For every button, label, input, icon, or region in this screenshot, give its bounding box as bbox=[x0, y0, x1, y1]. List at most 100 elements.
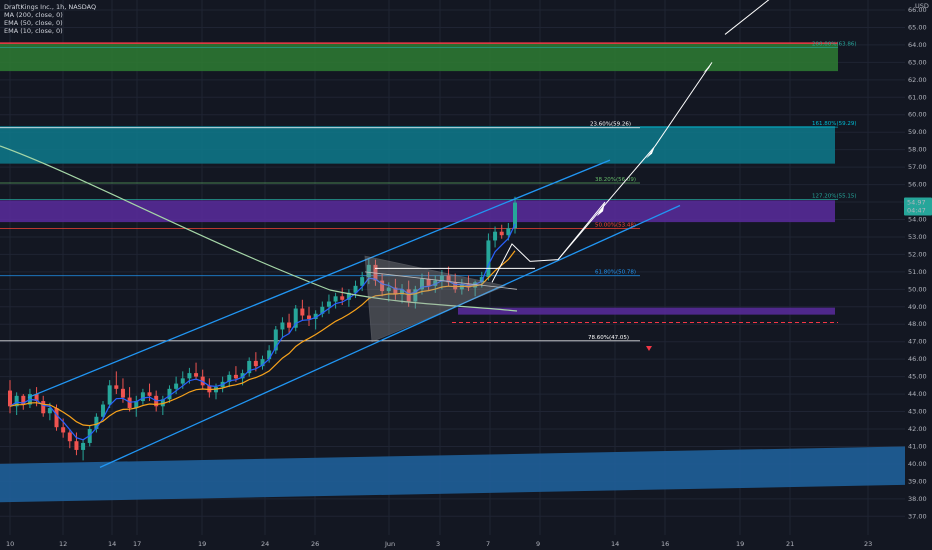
candle bbox=[134, 401, 139, 409]
candle bbox=[47, 408, 52, 414]
candle bbox=[326, 301, 331, 307]
time-tick: 19 bbox=[736, 540, 744, 548]
candle bbox=[380, 280, 385, 292]
arrow-head bbox=[597, 202, 605, 217]
price-tick: 45.00 bbox=[908, 373, 927, 381]
price-tick: 52.00 bbox=[908, 250, 927, 258]
projection-path-2 bbox=[557, 145, 656, 260]
candle bbox=[41, 401, 46, 414]
ema50-line bbox=[9, 250, 516, 427]
candle bbox=[280, 322, 285, 330]
green-zone bbox=[0, 43, 838, 72]
candle bbox=[21, 395, 26, 405]
candle bbox=[386, 287, 391, 292]
candle bbox=[307, 315, 312, 319]
candle bbox=[74, 441, 79, 450]
fib-label: 161.80%(59.29) bbox=[812, 121, 857, 127]
time-tick: 19 bbox=[198, 540, 206, 548]
candle bbox=[513, 202, 517, 229]
candle bbox=[293, 308, 298, 328]
price-tick: 43.00 bbox=[908, 408, 927, 416]
candle bbox=[473, 282, 478, 288]
fib-label: 200.00%(63.86) bbox=[812, 41, 857, 47]
candle bbox=[506, 228, 511, 236]
time-tick: 12 bbox=[59, 540, 67, 548]
price-tick: 38.00 bbox=[908, 495, 927, 503]
candle bbox=[499, 231, 504, 236]
candle bbox=[227, 374, 232, 382]
price-tick: 44.00 bbox=[908, 390, 927, 398]
price-tick: 48.00 bbox=[908, 320, 927, 328]
candle bbox=[353, 285, 358, 293]
price-tick: 64.00 bbox=[908, 41, 927, 49]
time-tick: 26 bbox=[311, 540, 319, 548]
candle bbox=[493, 231, 498, 241]
candle bbox=[320, 306, 325, 314]
time-tick: Jun bbox=[384, 540, 395, 548]
candle bbox=[453, 282, 458, 290]
candle bbox=[260, 359, 265, 367]
candle bbox=[94, 416, 99, 429]
candle bbox=[419, 278, 424, 290]
arrow-head bbox=[703, 62, 712, 74]
price-badge bbox=[904, 197, 932, 216]
candle bbox=[393, 287, 398, 295]
price-tick: 54.00 bbox=[908, 215, 927, 223]
legend-ema10: EMA (10, close, 0) bbox=[4, 27, 63, 35]
legend-symbol: DraftKings Inc., 1h, NASDAQ bbox=[4, 3, 97, 11]
time-tick: 17 bbox=[133, 540, 141, 548]
candle bbox=[340, 296, 345, 300]
candle bbox=[400, 289, 405, 295]
legend-ema50: EMA (50, close, 0) bbox=[4, 19, 63, 27]
price-tick: 49.00 bbox=[908, 303, 927, 311]
time-tick: 7 bbox=[486, 540, 490, 548]
candle bbox=[300, 308, 305, 316]
candle bbox=[147, 392, 152, 396]
price-tick: 58.00 bbox=[908, 146, 927, 154]
price-tick: 63.00 bbox=[908, 58, 927, 66]
candle bbox=[413, 289, 418, 302]
candle bbox=[167, 388, 172, 400]
candle bbox=[120, 388, 125, 398]
candle bbox=[8, 390, 12, 407]
candle bbox=[101, 404, 106, 417]
price-tick: 46.00 bbox=[908, 355, 927, 363]
price-tick: 65.00 bbox=[908, 23, 927, 31]
time-tick: 14 bbox=[108, 540, 116, 548]
candle bbox=[446, 275, 451, 283]
candle bbox=[174, 383, 179, 389]
candle bbox=[213, 387, 218, 393]
channel-upper bbox=[27, 159, 611, 399]
price-tick: 40.00 bbox=[908, 460, 927, 468]
candle bbox=[114, 385, 119, 389]
small-purple-zone bbox=[458, 307, 835, 315]
price-tick: 62.00 bbox=[908, 76, 927, 84]
currency-label: USD bbox=[915, 2, 929, 10]
candle bbox=[61, 427, 66, 433]
candle bbox=[273, 329, 278, 351]
down-arrow-icon bbox=[646, 346, 652, 351]
chart-legend: DraftKings Inc., 1h, NASDAQ MA (200, clo… bbox=[4, 3, 96, 35]
projection-path-4 bbox=[724, 0, 770, 35]
candle bbox=[479, 277, 484, 283]
time-tick: 21 bbox=[786, 540, 794, 548]
candle bbox=[180, 378, 185, 384]
candle bbox=[253, 360, 258, 367]
price-tick: 51.00 bbox=[908, 268, 927, 276]
candle bbox=[406, 289, 411, 302]
ema10-line bbox=[9, 223, 516, 441]
candle bbox=[333, 296, 338, 302]
ma200-line bbox=[0, 145, 518, 312]
price-tick: 50.00 bbox=[908, 285, 927, 293]
candle bbox=[187, 373, 192, 379]
price-tick: 41.00 bbox=[908, 442, 927, 450]
candle bbox=[34, 394, 39, 402]
time-axis-bg bbox=[0, 535, 932, 550]
candle bbox=[346, 292, 351, 300]
channel-lower bbox=[99, 204, 681, 468]
candle bbox=[14, 395, 19, 407]
candle bbox=[313, 313, 318, 319]
candle bbox=[486, 240, 491, 278]
candle bbox=[194, 373, 199, 377]
